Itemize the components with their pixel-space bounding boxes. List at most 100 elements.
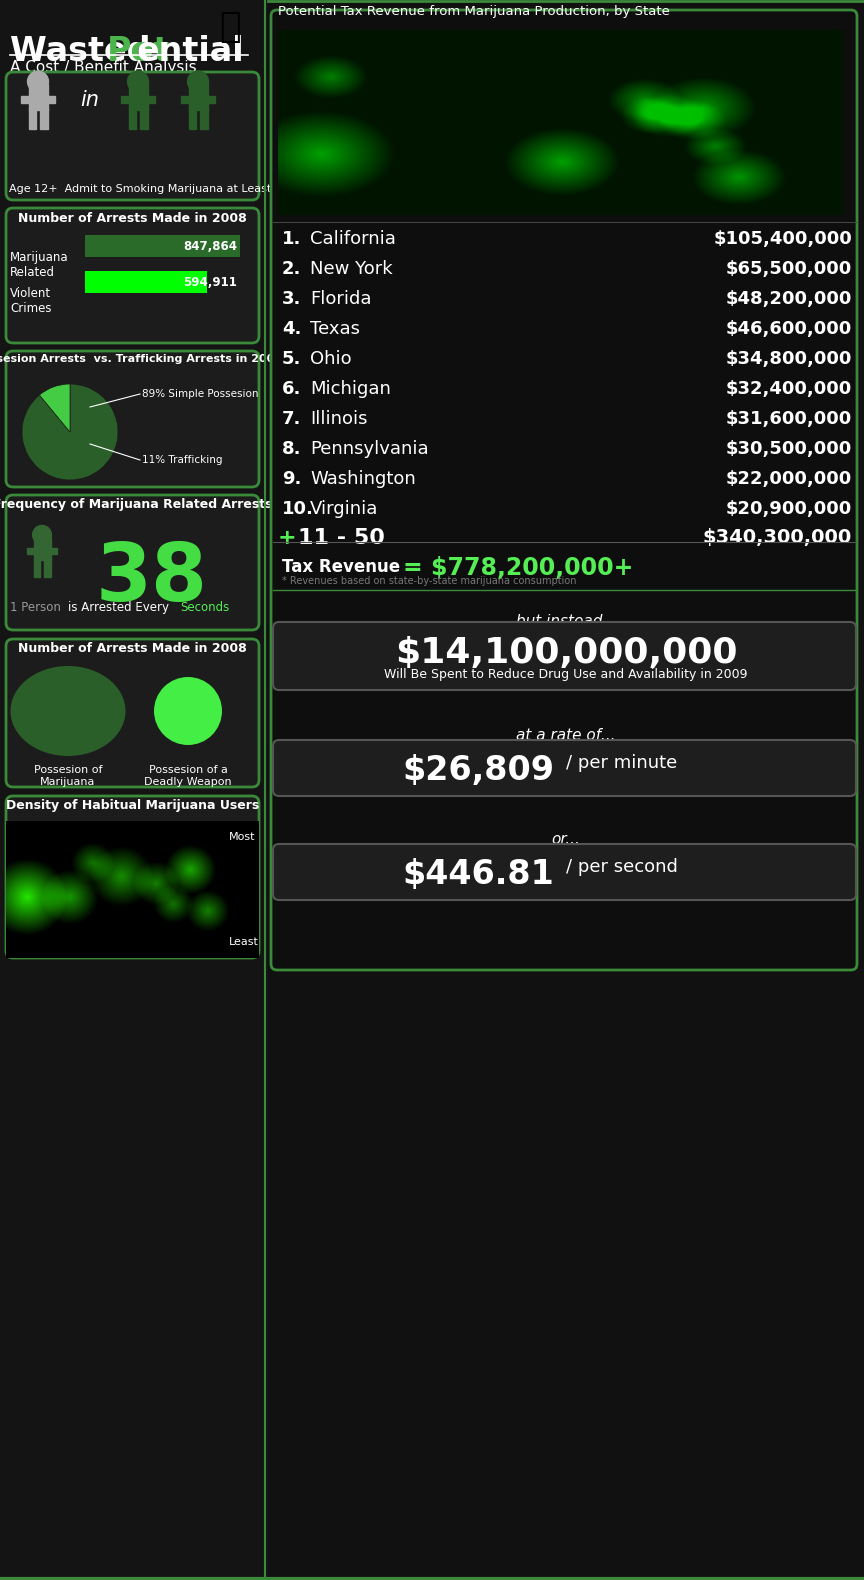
Text: Wasted: Wasted bbox=[10, 35, 162, 68]
Bar bbox=[207, 96, 215, 103]
Text: Possesion of
Marijuana: Possesion of Marijuana bbox=[34, 765, 102, 787]
Bar bbox=[188, 84, 207, 111]
Text: Will Be Spent to Reduce Drug Use and Availability in 2009: Will Be Spent to Reduce Drug Use and Ava… bbox=[384, 668, 747, 681]
Bar bbox=[85, 235, 240, 258]
Text: 9.: 9. bbox=[282, 469, 302, 488]
Bar bbox=[21, 96, 29, 103]
Text: $446.81: $446.81 bbox=[403, 858, 554, 891]
Text: 5.: 5. bbox=[282, 351, 302, 368]
Text: 11 - 50: 11 - 50 bbox=[298, 528, 384, 548]
Text: $22,000,000: $22,000,000 bbox=[726, 469, 852, 488]
Bar bbox=[34, 559, 41, 577]
Text: 847,864: 847,864 bbox=[183, 240, 237, 253]
Bar bbox=[48, 96, 55, 103]
Text: $340,300,000: $340,300,000 bbox=[702, 528, 852, 547]
Bar bbox=[0, 0, 265, 1580]
Text: $20,900,000: $20,900,000 bbox=[726, 499, 852, 518]
Bar bbox=[129, 107, 137, 130]
Text: 6.: 6. bbox=[282, 381, 302, 398]
Text: * Revenues based on state-by-state marijuana consumption: * Revenues based on state-by-state marij… bbox=[282, 577, 576, 586]
FancyBboxPatch shape bbox=[6, 209, 259, 343]
Text: / per minute: / per minute bbox=[566, 754, 677, 773]
Text: Potential Tax Revenue from Marijuana Production, by State: Potential Tax Revenue from Marijuana Pro… bbox=[278, 5, 670, 17]
Text: but instead...: but instead... bbox=[516, 615, 617, 629]
Text: Florida: Florida bbox=[310, 291, 372, 308]
Text: Frequency of Marijuana Related Arrests: Frequency of Marijuana Related Arrests bbox=[0, 498, 272, 510]
Text: 38: 38 bbox=[96, 540, 208, 618]
Text: $32,400,000: $32,400,000 bbox=[726, 381, 852, 398]
Text: Age 12+  Admit to Smoking Marijuana at Least Once: Age 12+ Admit to Smoking Marijuana at Le… bbox=[9, 183, 303, 194]
Text: Density of Habitual Marijuana Users: Density of Habitual Marijuana Users bbox=[6, 799, 259, 812]
Text: 89% Simple Possesion: 89% Simple Possesion bbox=[142, 389, 258, 400]
Circle shape bbox=[187, 71, 208, 92]
FancyBboxPatch shape bbox=[6, 495, 259, 630]
Text: Number of Arrests Made in 2008: Number of Arrests Made in 2008 bbox=[18, 212, 247, 224]
Text: Ohio: Ohio bbox=[310, 351, 352, 368]
Text: 4.: 4. bbox=[282, 321, 302, 338]
Text: Pot: Pot bbox=[107, 35, 170, 68]
Text: $46,600,000: $46,600,000 bbox=[726, 321, 852, 338]
Wedge shape bbox=[40, 384, 70, 431]
Text: Tax Revenue: Tax Revenue bbox=[730, 205, 824, 218]
Text: New York: New York bbox=[310, 261, 392, 278]
FancyBboxPatch shape bbox=[273, 739, 856, 796]
Bar bbox=[29, 84, 48, 111]
Text: 3.: 3. bbox=[282, 291, 302, 308]
Circle shape bbox=[28, 71, 48, 92]
Text: Illinois: Illinois bbox=[310, 409, 367, 428]
FancyBboxPatch shape bbox=[273, 844, 856, 901]
Text: is Arrested Every: is Arrested Every bbox=[68, 600, 169, 615]
Text: Pennsylvania: Pennsylvania bbox=[310, 439, 429, 458]
Text: Virginia: Virginia bbox=[310, 499, 378, 518]
Text: at a rate of...: at a rate of... bbox=[517, 728, 616, 743]
Bar bbox=[129, 84, 148, 111]
Text: Most: Most bbox=[229, 833, 255, 842]
Text: Number of Arrests Made in 2008: Number of Arrests Made in 2008 bbox=[18, 641, 247, 656]
Text: / per second: / per second bbox=[566, 858, 678, 875]
Bar bbox=[181, 96, 188, 103]
Ellipse shape bbox=[154, 676, 222, 746]
Text: $48,200,000: $48,200,000 bbox=[726, 291, 852, 308]
Text: 1 Person: 1 Person bbox=[10, 600, 60, 615]
Circle shape bbox=[33, 526, 51, 544]
Text: 7.: 7. bbox=[282, 409, 302, 428]
Bar bbox=[140, 107, 148, 130]
FancyBboxPatch shape bbox=[273, 623, 856, 690]
Bar bbox=[121, 96, 129, 103]
Wedge shape bbox=[22, 384, 118, 480]
Bar bbox=[40, 107, 48, 130]
Text: in: in bbox=[80, 90, 99, 111]
Text: $26,809: $26,809 bbox=[402, 754, 554, 787]
Bar bbox=[29, 107, 36, 130]
Text: ential: ential bbox=[137, 35, 245, 68]
Bar bbox=[50, 548, 57, 553]
Text: Tax Revenue: Tax Revenue bbox=[282, 558, 400, 577]
Bar bbox=[188, 107, 196, 130]
Text: 10.: 10. bbox=[282, 499, 314, 518]
Circle shape bbox=[128, 71, 149, 92]
Text: +: + bbox=[278, 528, 296, 548]
Text: $34,800,000: $34,800,000 bbox=[726, 351, 852, 368]
Text: 🌿: 🌿 bbox=[219, 9, 241, 44]
Bar bbox=[268, 0, 864, 1580]
Text: Texas: Texas bbox=[310, 321, 360, 338]
Text: Least: Least bbox=[229, 937, 258, 946]
Text: 2.: 2. bbox=[282, 261, 302, 278]
Text: $31,600,000: $31,600,000 bbox=[726, 409, 852, 428]
Text: $14,100,000,000: $14,100,000,000 bbox=[395, 637, 737, 670]
Bar bbox=[200, 107, 207, 130]
Text: $105,400,000: $105,400,000 bbox=[714, 231, 852, 248]
Text: = $778,200,000+: = $778,200,000+ bbox=[403, 556, 633, 580]
Text: or...: or... bbox=[551, 833, 581, 847]
Text: Seconds: Seconds bbox=[180, 600, 229, 615]
FancyBboxPatch shape bbox=[6, 73, 259, 201]
Bar bbox=[34, 537, 50, 561]
FancyBboxPatch shape bbox=[6, 351, 259, 487]
Text: 594,911: 594,911 bbox=[183, 275, 237, 289]
Bar bbox=[148, 96, 156, 103]
Bar bbox=[85, 272, 207, 292]
Ellipse shape bbox=[10, 667, 125, 755]
Text: 1.: 1. bbox=[282, 231, 302, 248]
Text: Possesion of a
Deadly Weapon: Possesion of a Deadly Weapon bbox=[144, 765, 232, 787]
Text: Violent
Crimes: Violent Crimes bbox=[10, 288, 52, 314]
